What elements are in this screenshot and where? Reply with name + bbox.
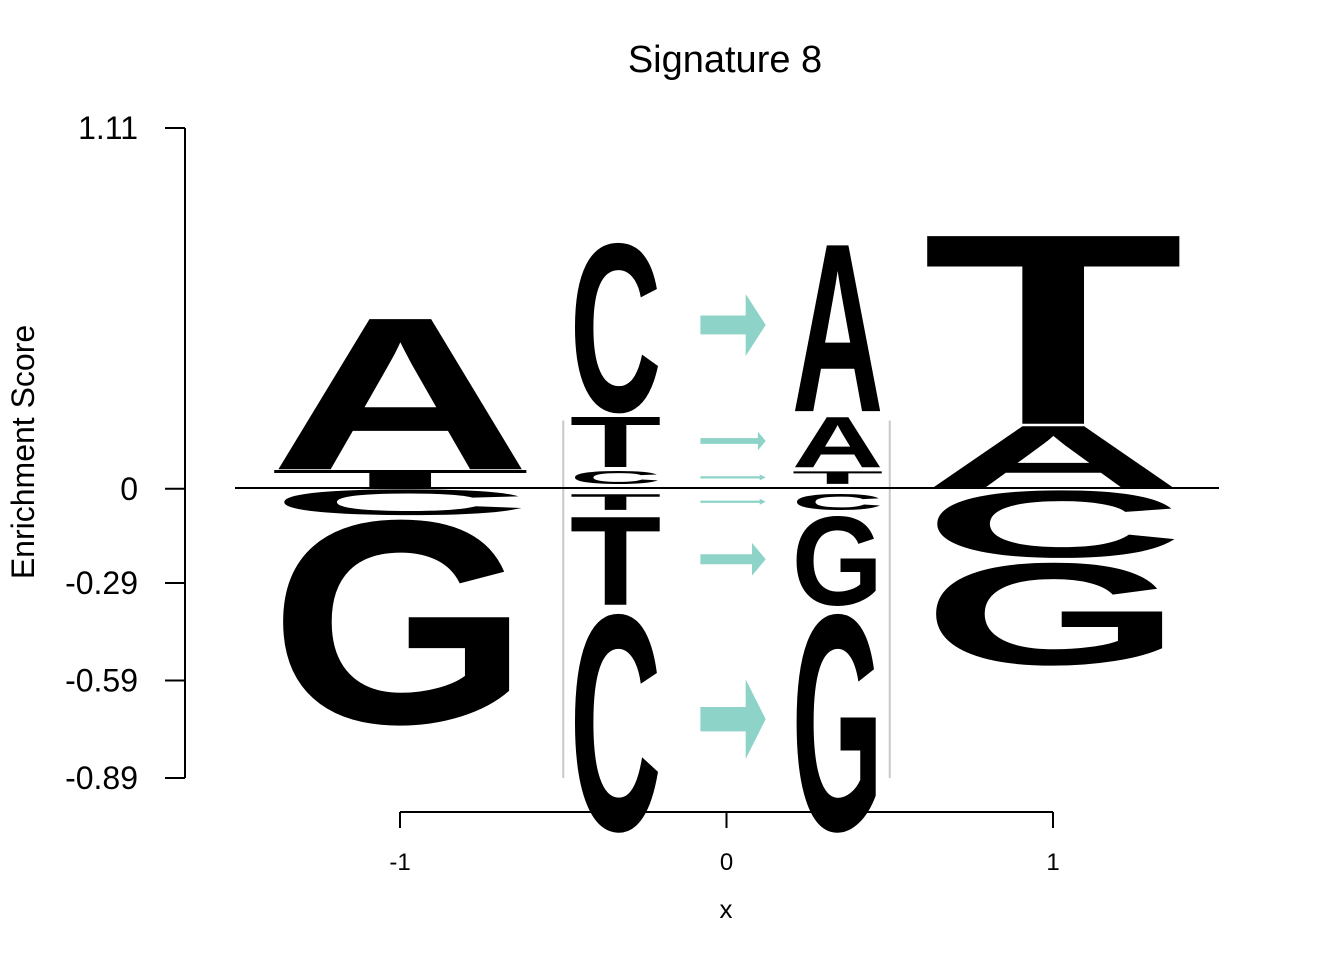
substitution-from-t: T [570,489,662,514]
x-tick-label: 1 [1046,849,1059,876]
y-tick-label: 0 [120,471,138,507]
substitution-to-g: G [792,549,883,895]
svg-text:A: A [792,401,884,483]
logo-letter-g: G [269,460,529,785]
substitution-to-c: C [792,489,884,514]
substitution-arrow [700,474,766,481]
y-tick-label: 1.11 [78,110,138,146]
substitution-to-g: G [792,489,883,632]
logo-letter-g: G [922,532,1182,695]
y-tick-label: -0.89 [65,760,138,796]
svg-text:G: G [922,532,1182,695]
svg-text:C: C [570,468,662,488]
substitution-from-t: T [570,490,662,632]
substitution-arrow [700,498,766,505]
chart-title: Signature 8 [628,39,822,81]
svg-text:A: A [269,272,531,515]
substitution-arrow [700,431,766,451]
y-ticks: 1.11 0 -0.29 -0.59 -0.89 [65,110,185,796]
svg-text:C: C [570,551,662,896]
substitution-from-c: C [570,193,662,462]
substitution-arrow [700,679,766,759]
svg-text:G: G [792,489,883,632]
svg-text:T: T [570,490,662,632]
x-ticks: -1 0 1 [389,812,1060,876]
x-tick-label: 0 [720,849,733,876]
logo-letter-t: T [922,178,1184,483]
substitution-arrow [700,293,766,356]
logo-letter-a: A [269,272,531,515]
logo-letter-t: T [269,464,531,494]
substitution-from-c: C [570,551,662,896]
y-tick-label: -0.29 [65,565,138,601]
y-tick-label: -0.59 [65,663,138,699]
svg-text:C: C [570,193,662,462]
substitution-from-t: T [570,401,662,482]
y-axis-label: Enrichment Score [5,325,41,579]
svg-text:T: T [922,178,1184,483]
substitution-to-a: A [792,401,884,483]
substitution-to-a: A [792,193,884,462]
x-tick-label: -1 [389,849,410,876]
svg-text:A: A [922,407,1184,508]
svg-text:G: G [792,549,883,895]
logo-letter-a: A [922,407,1184,508]
svg-text:G: G [269,460,529,785]
svg-text:T: T [269,464,531,494]
svg-text:T: T [570,489,662,514]
x-axis-label: x [720,894,733,924]
substitution-arrow [700,542,766,576]
svg-text:C: C [792,489,884,514]
svg-text:T: T [570,401,662,482]
svg-text:A: A [792,193,884,462]
substitution-from-c: C [570,468,662,488]
svg-text:T: T [792,467,884,487]
substitution-to-t: T [792,467,884,487]
